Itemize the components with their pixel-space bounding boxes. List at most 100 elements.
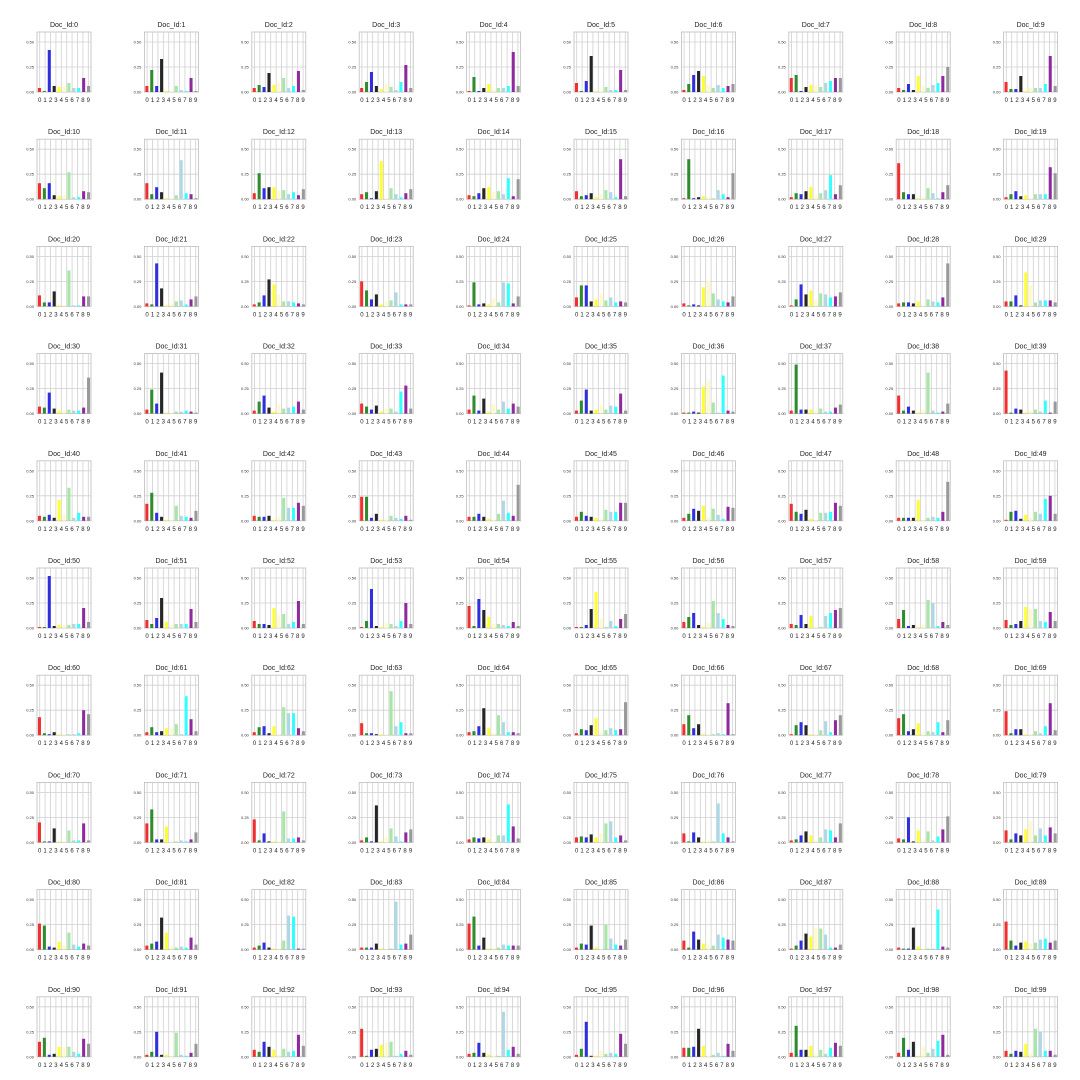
x-tick-label: 1 bbox=[473, 527, 477, 533]
x-tick-label: 1 bbox=[366, 98, 370, 104]
x-tick-label: 5 bbox=[387, 527, 391, 533]
bar bbox=[584, 195, 588, 200]
bar bbox=[911, 1041, 915, 1057]
bar bbox=[184, 516, 188, 521]
panel-title: Doc_Id:53 bbox=[370, 558, 402, 565]
bar bbox=[257, 727, 261, 736]
x-tick-label: 6 bbox=[393, 1063, 397, 1069]
x-tick-label: 0 bbox=[575, 848, 579, 854]
x-tick-label: 0 bbox=[1005, 98, 1009, 104]
x-tick-label: 8 bbox=[403, 98, 407, 104]
x-tick-label: 0 bbox=[575, 1063, 579, 1069]
bar bbox=[579, 627, 583, 628]
x-tick-label: 4 bbox=[704, 741, 708, 747]
x-tick-label: 1 bbox=[1010, 634, 1014, 640]
bar bbox=[511, 1046, 515, 1057]
x-tick-label: 6 bbox=[607, 634, 611, 640]
bar bbox=[394, 90, 398, 92]
x-tick-label: 0 bbox=[360, 848, 364, 854]
x-tick-label: 0 bbox=[360, 1063, 364, 1069]
x-tick-label: 1 bbox=[366, 848, 370, 854]
bar bbox=[599, 948, 603, 950]
y-tick-label: 0.25 bbox=[671, 1029, 680, 1034]
bar bbox=[706, 197, 710, 200]
y-tick-label: 0.50 bbox=[563, 40, 572, 45]
x-tick-label: 3 bbox=[913, 205, 917, 211]
x-tick-label: 9 bbox=[516, 634, 520, 640]
x-tick-label: 3 bbox=[591, 1063, 595, 1069]
x-tick-label: 1 bbox=[43, 956, 47, 962]
bar bbox=[67, 932, 71, 950]
x-tick-label: 7 bbox=[291, 848, 295, 854]
x-tick-label: 3 bbox=[699, 741, 703, 747]
x-tick-label: 5 bbox=[817, 420, 821, 426]
bar bbox=[189, 299, 193, 307]
bar bbox=[379, 304, 383, 307]
bar bbox=[706, 734, 710, 736]
x-tick-label: 5 bbox=[709, 848, 713, 854]
y-tick-label: 0.50 bbox=[456, 1004, 465, 1009]
bar bbox=[731, 507, 735, 521]
bar bbox=[52, 195, 56, 200]
y-tick-label: 0.00 bbox=[26, 733, 35, 738]
bar bbox=[257, 1051, 261, 1057]
x-tick-label: 8 bbox=[1048, 98, 1052, 104]
bar bbox=[194, 731, 198, 736]
x-tick-label: 0 bbox=[253, 98, 257, 104]
bar bbox=[52, 86, 56, 92]
x-tick-label: 1 bbox=[688, 634, 692, 640]
bar bbox=[404, 943, 408, 950]
x-tick-label: 1 bbox=[43, 634, 47, 640]
bar bbox=[946, 185, 950, 200]
y-tick-label: 0.25 bbox=[241, 601, 250, 606]
x-tick-label: 4 bbox=[60, 848, 64, 854]
x-tick-label: 9 bbox=[301, 98, 305, 104]
bar bbox=[799, 284, 803, 307]
x-tick-label: 9 bbox=[516, 205, 520, 211]
bar bbox=[194, 944, 198, 950]
y-tick-label: 0.25 bbox=[993, 493, 1002, 498]
x-tick-label: 6 bbox=[607, 1063, 611, 1069]
bar bbox=[833, 78, 837, 92]
bar bbox=[814, 1054, 818, 1057]
bar bbox=[160, 288, 164, 307]
x-tick-label: 6 bbox=[285, 527, 289, 533]
x-tick-label: 0 bbox=[145, 848, 149, 854]
x-tick-label: 9 bbox=[624, 634, 628, 640]
bar bbox=[384, 837, 388, 843]
bar bbox=[604, 627, 608, 628]
bar bbox=[384, 198, 388, 200]
bar bbox=[829, 81, 833, 92]
bar bbox=[472, 196, 476, 200]
bar bbox=[1024, 514, 1028, 521]
x-tick-label: 6 bbox=[178, 205, 182, 211]
bar bbox=[409, 519, 413, 521]
x-tick-label: 6 bbox=[607, 956, 611, 962]
x-tick-label: 1 bbox=[688, 1063, 692, 1069]
bar bbox=[926, 88, 930, 92]
x-tick-label: 9 bbox=[838, 98, 842, 104]
y-tick-label: 0.00 bbox=[241, 1054, 250, 1059]
x-tick-label: 8 bbox=[833, 98, 837, 104]
bar bbox=[169, 1055, 173, 1057]
bar bbox=[706, 280, 710, 307]
y-tick-label: 0.25 bbox=[778, 279, 787, 284]
bar bbox=[62, 305, 66, 307]
bar bbox=[687, 159, 691, 200]
panel-title: Doc_Id:24 bbox=[478, 236, 510, 243]
bar bbox=[687, 841, 691, 843]
y-tick-label: 0.00 bbox=[778, 947, 787, 952]
x-tick-label: 7 bbox=[398, 634, 402, 640]
bar bbox=[252, 621, 256, 628]
bar bbox=[487, 518, 491, 521]
bar bbox=[941, 192, 945, 200]
y-tick-label: 0.50 bbox=[778, 576, 787, 581]
x-tick-label: 8 bbox=[833, 205, 837, 211]
x-tick-label: 5 bbox=[924, 312, 928, 318]
y-tick-label: 0.25 bbox=[885, 493, 894, 498]
x-tick-label: 0 bbox=[897, 1063, 901, 1069]
